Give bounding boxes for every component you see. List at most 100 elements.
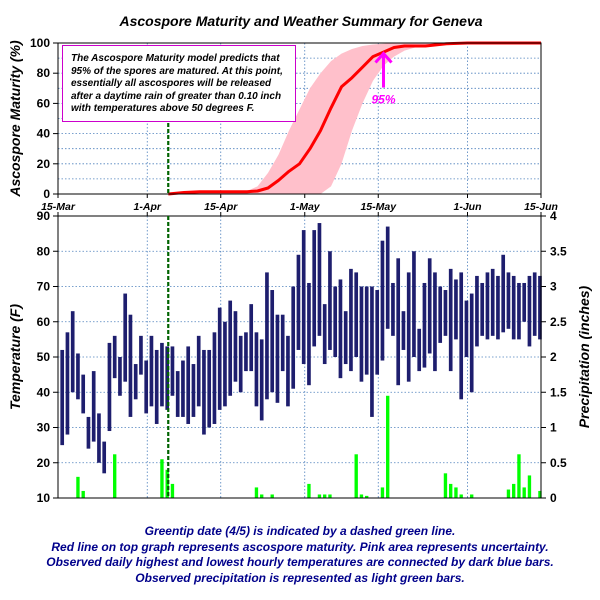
maturity-xtick-label: 15-Jun — [524, 201, 558, 213]
temperature-bar — [265, 272, 269, 400]
maturity-axes: 0 20 40 60 80 100 15-Mar 1-Apr 15-Apr 1-May 15-May… — [30, 36, 558, 213]
temperature-ytick-label: 10 — [37, 491, 51, 505]
temperature-bar — [70, 311, 75, 393]
precipitation-ytick-label: 1 — [550, 421, 557, 435]
precipitation-bar — [270, 494, 274, 498]
precipitation-bar — [538, 490, 542, 498]
maturity-ytick-label: 40 — [37, 127, 51, 141]
precipitation-ytick-label: 2 — [550, 350, 557, 364]
temperature-bar — [406, 272, 411, 382]
temperature-bar — [207, 349, 212, 428]
caption-red-line: Red line on top graph represents ascospo… — [51, 539, 549, 554]
precipitation-ytick-label: 3 — [550, 280, 557, 294]
precipitation-bar — [160, 459, 164, 498]
weather-axes: 10 20 30 40 50 60 70 80 90 0 0.5 1 1.5 2 2.5 3 3.5 4 — [37, 209, 567, 505]
temperature-bar — [317, 223, 322, 336]
temperature-bar — [475, 275, 479, 347]
temperature-bar — [333, 286, 338, 357]
precipitation-bar — [170, 483, 175, 498]
precipitation-bar — [380, 487, 385, 498]
precipitation-bar — [113, 454, 117, 498]
temperature-bar — [312, 230, 317, 347]
temperature-bar — [522, 282, 527, 322]
temperature-ytick-label: 40 — [37, 385, 51, 399]
temperature-bar — [412, 251, 416, 357]
precipitation-ytick-label: 1.5 — [550, 385, 567, 399]
caption-greentip: Greentip date (4/5) is indicated by a da… — [144, 524, 456, 538]
temperature-bar — [160, 342, 164, 407]
temperature-bar — [196, 335, 201, 407]
precipitation-bar — [386, 395, 390, 498]
temperature-ytick-label: 20 — [37, 456, 51, 470]
temperature-bar — [527, 275, 532, 347]
temperature-bars — [60, 223, 542, 474]
temperature-bar — [511, 275, 516, 340]
temperature-bar — [254, 332, 259, 407]
maturity-xtick-label: 1-May — [290, 201, 321, 213]
temperature-bar — [354, 272, 359, 357]
temperature-bar — [81, 374, 86, 414]
maturity-xtick-label: 15-Apr — [204, 201, 238, 213]
temperature-bar — [149, 335, 154, 407]
temperature-bar — [238, 335, 243, 393]
temperature-bar — [490, 268, 495, 336]
precipitation-ytick-label: 0 — [550, 491, 557, 505]
maturity-xtick-label: 15-May — [360, 201, 397, 213]
chart-title: Ascospore Maturity and Weather Summary f… — [118, 13, 482, 29]
temperature-bar — [485, 272, 490, 340]
temperature-bar — [422, 282, 427, 368]
precipitation-ytick-label: 2.5 — [550, 315, 567, 329]
precipitation-bar — [354, 454, 358, 498]
temperature-bar — [102, 441, 107, 474]
maturity-ytick-label: 60 — [37, 96, 51, 110]
temperature-bar — [275, 314, 280, 403]
temperature-bar — [396, 258, 401, 386]
precipitation-bar — [470, 494, 474, 498]
temperature-bar — [217, 307, 222, 410]
temperature-bar — [391, 282, 395, 336]
temperature-bar — [133, 364, 138, 400]
precipitation-bar — [517, 454, 521, 498]
temperature-bar — [364, 286, 369, 375]
temperature-bar — [144, 360, 149, 414]
temperature-bar — [343, 311, 348, 365]
maturity-xtick-label: 1-Apr — [134, 201, 162, 213]
caption-block: Greentip date (4/5) is indicated by a da… — [0, 524, 600, 586]
precipitation-bar — [449, 483, 453, 498]
temperature-bar — [501, 254, 506, 333]
temperature-bar — [291, 286, 296, 389]
precipitation-bar — [527, 475, 532, 498]
temperature-bar — [338, 279, 343, 379]
temperature-bar — [328, 251, 332, 350]
temperature-bar — [202, 349, 206, 435]
temperature-bar — [228, 300, 233, 396]
uncertainty-band — [168, 43, 542, 194]
temperature-bar — [181, 360, 185, 417]
temperature-bar — [538, 275, 542, 340]
temperature-bar — [65, 332, 70, 435]
temperature-bar — [191, 364, 196, 417]
temperature-bar — [60, 349, 65, 446]
precipitation-bar — [76, 476, 80, 498]
temperature-bar — [139, 335, 143, 375]
temperature-bar — [186, 346, 191, 424]
temperature-bar — [454, 279, 458, 340]
temperature-bar — [480, 282, 485, 336]
precipitation-bar — [506, 489, 511, 498]
temperature-bar — [212, 332, 217, 424]
temperature-bar — [249, 304, 254, 372]
temperature-bar — [123, 293, 128, 382]
maturity-note-box: The Ascospore Maturity model predicts th… — [62, 45, 296, 122]
percent-95-label: 95% — [371, 93, 395, 107]
precipitation-ytick-label: 3.5 — [550, 244, 567, 258]
temperature-bar — [417, 328, 422, 372]
temperature-bar — [86, 416, 91, 449]
maturity-note-text: The Ascospore Maturity model predicts th… — [71, 53, 283, 114]
temperature-bar — [97, 413, 101, 463]
temperature-axis-label: Temperature (F) — [7, 304, 23, 410]
temperature-bar — [91, 371, 96, 442]
precipitation-bar — [254, 487, 259, 498]
maturity-xtick-label: 15-Mar — [41, 201, 76, 213]
temperature-bar — [107, 342, 112, 432]
temperature-bar — [469, 293, 474, 393]
